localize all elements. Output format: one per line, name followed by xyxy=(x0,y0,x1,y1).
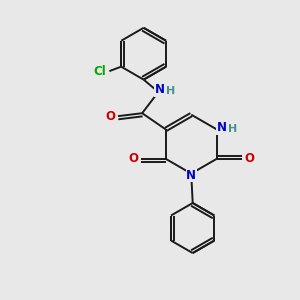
Text: N: N xyxy=(186,169,196,182)
Text: N: N xyxy=(155,83,165,96)
Text: N: N xyxy=(217,122,227,134)
Text: O: O xyxy=(106,110,116,123)
Text: O: O xyxy=(128,152,138,165)
Text: O: O xyxy=(244,152,254,165)
Text: H: H xyxy=(166,86,176,96)
Text: Cl: Cl xyxy=(94,64,106,78)
Text: H: H xyxy=(228,124,238,134)
